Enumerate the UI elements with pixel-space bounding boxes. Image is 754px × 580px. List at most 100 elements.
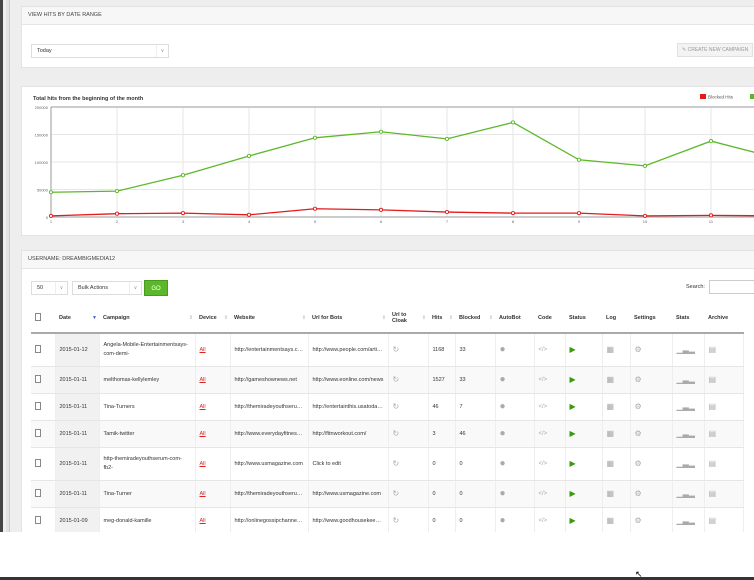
log-cell[interactable]: ▦ [602,393,631,421]
code-cell[interactable]: </> [534,447,566,481]
sort-icon[interactable]: ⇕ [488,315,493,321]
stats-cell[interactable]: ▁▃▂ [672,480,705,508]
device-link[interactable]: All [199,517,206,524]
website-cell[interactable]: http://themiradeyouthserum.com [230,393,309,421]
status-cell[interactable]: ▶ [565,420,603,448]
log-cell[interactable]: ▦ [602,480,631,508]
device-cell[interactable]: All [195,393,231,421]
bar-chart-icon[interactable]: ▁▃▂ [676,489,695,498]
device-link[interactable]: All [199,460,206,467]
url-for-bots-cell[interactable]: http://fitnworkout.com/ [308,420,389,448]
website-cell[interactable]: http://onlinegossipchannel.com [230,507,309,532]
android-icon[interactable]: ● [499,458,506,469]
url-to-cloak-cell[interactable]: ↻ [388,480,429,508]
url-to-cloak-cell[interactable]: ↻ [388,393,429,421]
play-icon[interactable]: ▶ [569,489,576,498]
page-size-select[interactable]: 50 ∨ [31,281,68,295]
archive-cell[interactable]: ▤ [704,366,744,394]
column-header-url-for-bots[interactable]: Url for Bots ⇕ [308,304,388,334]
select-all-checkbox-cell[interactable] [31,304,55,334]
log-icon[interactable]: ▦ [606,489,615,498]
column-header-blocked[interactable]: Blocked ⇕ [455,304,495,334]
log-icon[interactable]: ▦ [606,516,615,525]
status-cell[interactable]: ▶ [565,507,603,532]
code-icon[interactable]: </> [538,376,548,383]
archive-icon[interactable]: ▤ [708,489,717,498]
row-checkbox-cell[interactable] [31,420,56,448]
sort-icon[interactable]: ⇕ [223,315,228,321]
settings-cell[interactable]: ⚙ [630,507,673,532]
code-cell[interactable]: </> [534,366,566,394]
device-link[interactable]: All [199,403,206,410]
archive-icon[interactable]: ▤ [708,345,717,355]
code-icon[interactable]: </> [538,346,548,353]
column-header-date[interactable]: Date ▼ [55,304,99,334]
sort-icon[interactable]: ⇕ [188,315,193,321]
campaign-cell[interactable]: Tamik-twitter [99,420,196,448]
url-to-cloak-cell[interactable]: ↻ [388,366,429,394]
gear-icon[interactable]: ⚙ [634,459,642,468]
website-cell[interactable]: http://www.usmagazine.com [230,447,309,481]
row-checkbox-cell[interactable] [31,507,56,532]
column-header-hits[interactable]: Hits ⇕ [428,304,455,334]
device-link[interactable]: All [199,346,206,353]
android-icon[interactable]: ● [499,428,506,439]
settings-cell[interactable]: ⚙ [630,366,673,394]
stats-cell[interactable]: ▁▃▂ [672,366,705,394]
archive-icon[interactable]: ▤ [708,402,717,411]
device-cell[interactable]: All [195,420,231,448]
settings-cell[interactable]: ⚙ [630,333,673,367]
archive-icon[interactable]: ▤ [708,459,717,468]
url-to-cloak-cell[interactable]: ↻ [388,420,429,448]
code-cell[interactable]: </> [534,333,566,367]
search-input[interactable] [709,280,754,294]
select-all-checkbox[interactable] [35,313,41,321]
archive-cell[interactable]: ▤ [704,447,744,481]
log-icon[interactable]: ▦ [606,402,615,411]
code-icon[interactable]: </> [538,517,548,524]
refresh-icon[interactable]: ↻ [392,375,400,384]
settings-cell[interactable]: ⚙ [630,420,673,448]
log-cell[interactable]: ▦ [602,507,631,532]
code-cell[interactable]: </> [534,393,566,421]
website-cell[interactable]: http://gameshownews.net [230,366,309,394]
log-icon[interactable]: ▦ [606,375,615,384]
play-icon[interactable]: ▶ [569,402,576,411]
url-to-cloak-cell[interactable]: ↻ [388,507,429,532]
code-cell[interactable]: </> [534,420,566,448]
log-cell[interactable]: ▦ [602,420,631,448]
log-icon[interactable]: ▦ [606,429,615,438]
archive-icon[interactable]: ▤ [708,429,717,438]
website-cell[interactable]: http://entertainmentsays.com [230,333,309,367]
status-cell[interactable]: ▶ [565,447,603,481]
row-checkbox[interactable] [35,374,41,383]
code-icon[interactable]: </> [538,403,548,410]
create-campaign-button[interactable]: ✎ CREATE NEW CAMPAIGN [677,43,754,57]
archive-icon[interactable]: ▤ [708,375,717,384]
row-checkbox-cell[interactable] [31,447,56,481]
bar-chart-icon[interactable]: ▁▃▂ [676,345,695,355]
device-link[interactable]: All [199,376,206,383]
autobot-cell[interactable]: ● [495,447,535,481]
url-for-bots-cell[interactable]: http://entertainthis.usatoday.com [308,393,389,421]
device-link[interactable]: All [199,430,206,437]
campaign-cell[interactable]: Tina-Turners [99,393,196,421]
refresh-icon[interactable]: ↻ [392,429,400,438]
bar-chart-icon[interactable]: ▁▃▂ [676,375,695,384]
campaign-cell[interactable]: Tina-Turner [99,480,196,508]
sort-icon[interactable]: ⇕ [421,315,426,321]
url-for-bots-cell[interactable]: http://www.eonline.com/news [308,366,389,394]
sort-icon[interactable]: ⇕ [448,315,453,321]
gear-icon[interactable]: ⚙ [634,375,642,384]
archive-icon[interactable]: ▤ [708,516,717,525]
device-link[interactable]: All [199,490,206,497]
url-to-cloak-cell[interactable]: ↻ [388,333,429,367]
status-cell[interactable]: ▶ [565,333,603,367]
stats-cell[interactable]: ▁▃▂ [672,393,705,421]
stats-cell[interactable]: ▁▃▂ [672,447,705,481]
log-cell[interactable]: ▦ [602,366,631,394]
gear-icon[interactable]: ⚙ [634,402,642,411]
stats-cell[interactable]: ▁▃▂ [672,333,705,367]
bar-chart-icon[interactable]: ▁▃▂ [676,516,695,525]
android-icon[interactable]: ● [499,374,506,385]
